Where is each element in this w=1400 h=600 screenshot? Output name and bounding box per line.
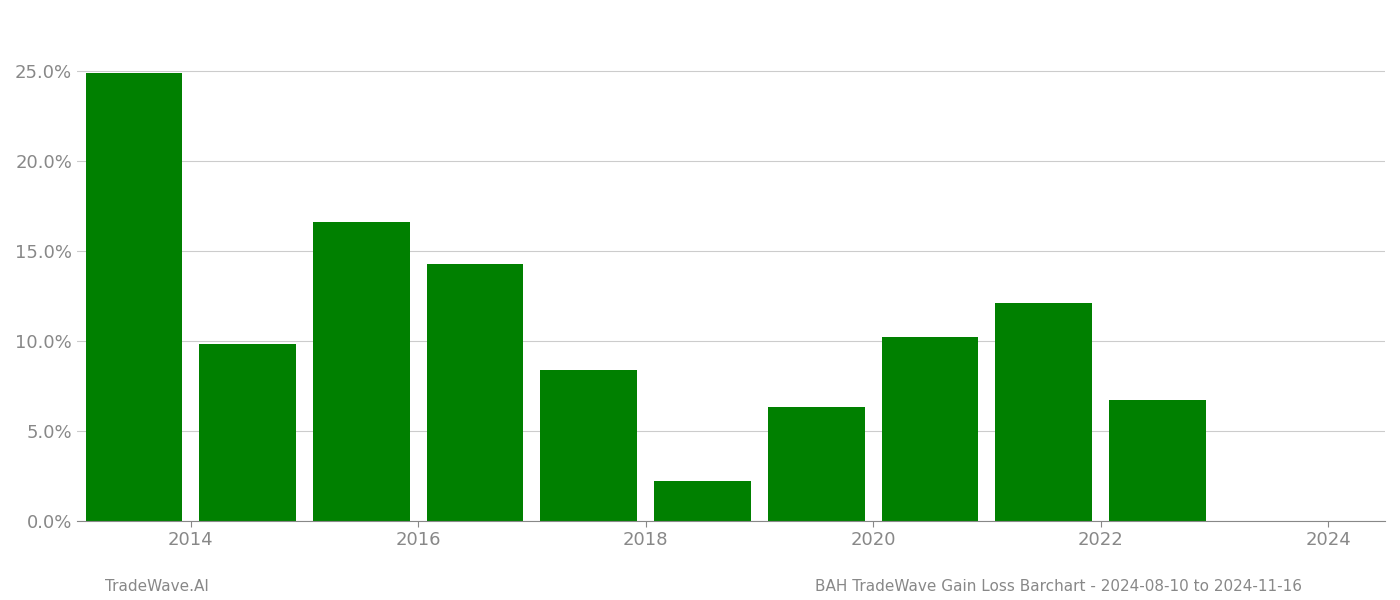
Bar	[769, 407, 865, 521]
Bar	[199, 344, 295, 521]
Bar	[654, 481, 750, 521]
Bar	[882, 337, 979, 521]
Bar	[314, 222, 410, 521]
Text: TradeWave.AI: TradeWave.AI	[105, 579, 209, 594]
Text: BAH TradeWave Gain Loss Barchart - 2024-08-10 to 2024-11-16: BAH TradeWave Gain Loss Barchart - 2024-…	[815, 579, 1302, 594]
Bar	[995, 303, 1092, 521]
Bar	[540, 370, 637, 521]
Bar	[427, 263, 524, 521]
Bar	[1109, 400, 1205, 521]
Bar	[85, 73, 182, 521]
